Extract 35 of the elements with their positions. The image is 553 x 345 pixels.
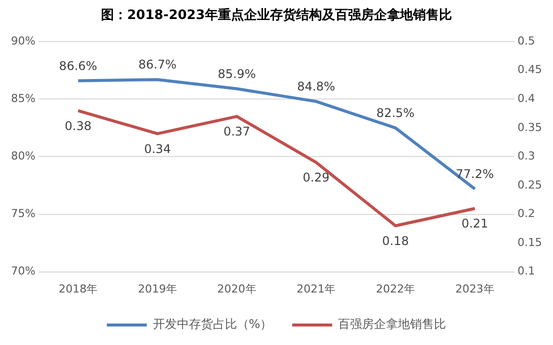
y-tick-label: 85%: [10, 92, 36, 106]
y2-tick-label: 0.45: [518, 63, 542, 76]
chart-title: 图：2018-2023年重点企业存货结构及百强房企拿地销售比: [101, 7, 452, 24]
data-label: 86.7%: [138, 58, 177, 72]
legend-label: 百强房企拿地销售比: [338, 317, 446, 332]
y2-tick-label: 0.15: [518, 236, 542, 249]
data-label: 86.6%: [59, 58, 98, 73]
y-tick-label: 90%: [10, 34, 36, 48]
y2-tick-label: 0.1: [518, 264, 536, 278]
y2-tick-label: 0.3: [518, 150, 536, 163]
y-tick-label: 75%: [10, 207, 36, 220]
data-label: 85.9%: [218, 66, 256, 81]
x-tick-label: 2023年: [455, 282, 494, 296]
data-label: 84.8%: [297, 80, 336, 94]
x-tick-label: 2020年: [217, 282, 256, 296]
x-tick-label: 2021年: [296, 282, 336, 296]
data-label: 0.21: [461, 216, 488, 231]
y-tick-label: 70%: [10, 264, 36, 278]
y2-tick-label: 0.2: [518, 207, 536, 220]
legend-label: 开发中存货占比（%）: [152, 317, 272, 332]
x-tick-label: 2022年: [376, 282, 415, 296]
x-tick-label: 2019年: [138, 282, 177, 296]
data-label: 82.5%: [376, 106, 415, 120]
y-tick-label: 80%: [10, 150, 36, 163]
y2-tick-label: 0.4: [518, 92, 536, 106]
data-label: 0.29: [302, 170, 330, 185]
y2-tick-label: 0.25: [518, 178, 542, 192]
data-label: 0.18: [382, 234, 409, 248]
y2-tick-label: 0.5: [518, 34, 536, 48]
x-tick-label: 2018年: [58, 282, 98, 296]
y2-tick-label: 0.35: [518, 120, 542, 134]
data-label: 0.37: [223, 124, 250, 139]
data-label: 0.34: [144, 142, 171, 156]
data-label: 0.38: [64, 118, 92, 133]
data-label: 77.2%: [456, 167, 494, 182]
